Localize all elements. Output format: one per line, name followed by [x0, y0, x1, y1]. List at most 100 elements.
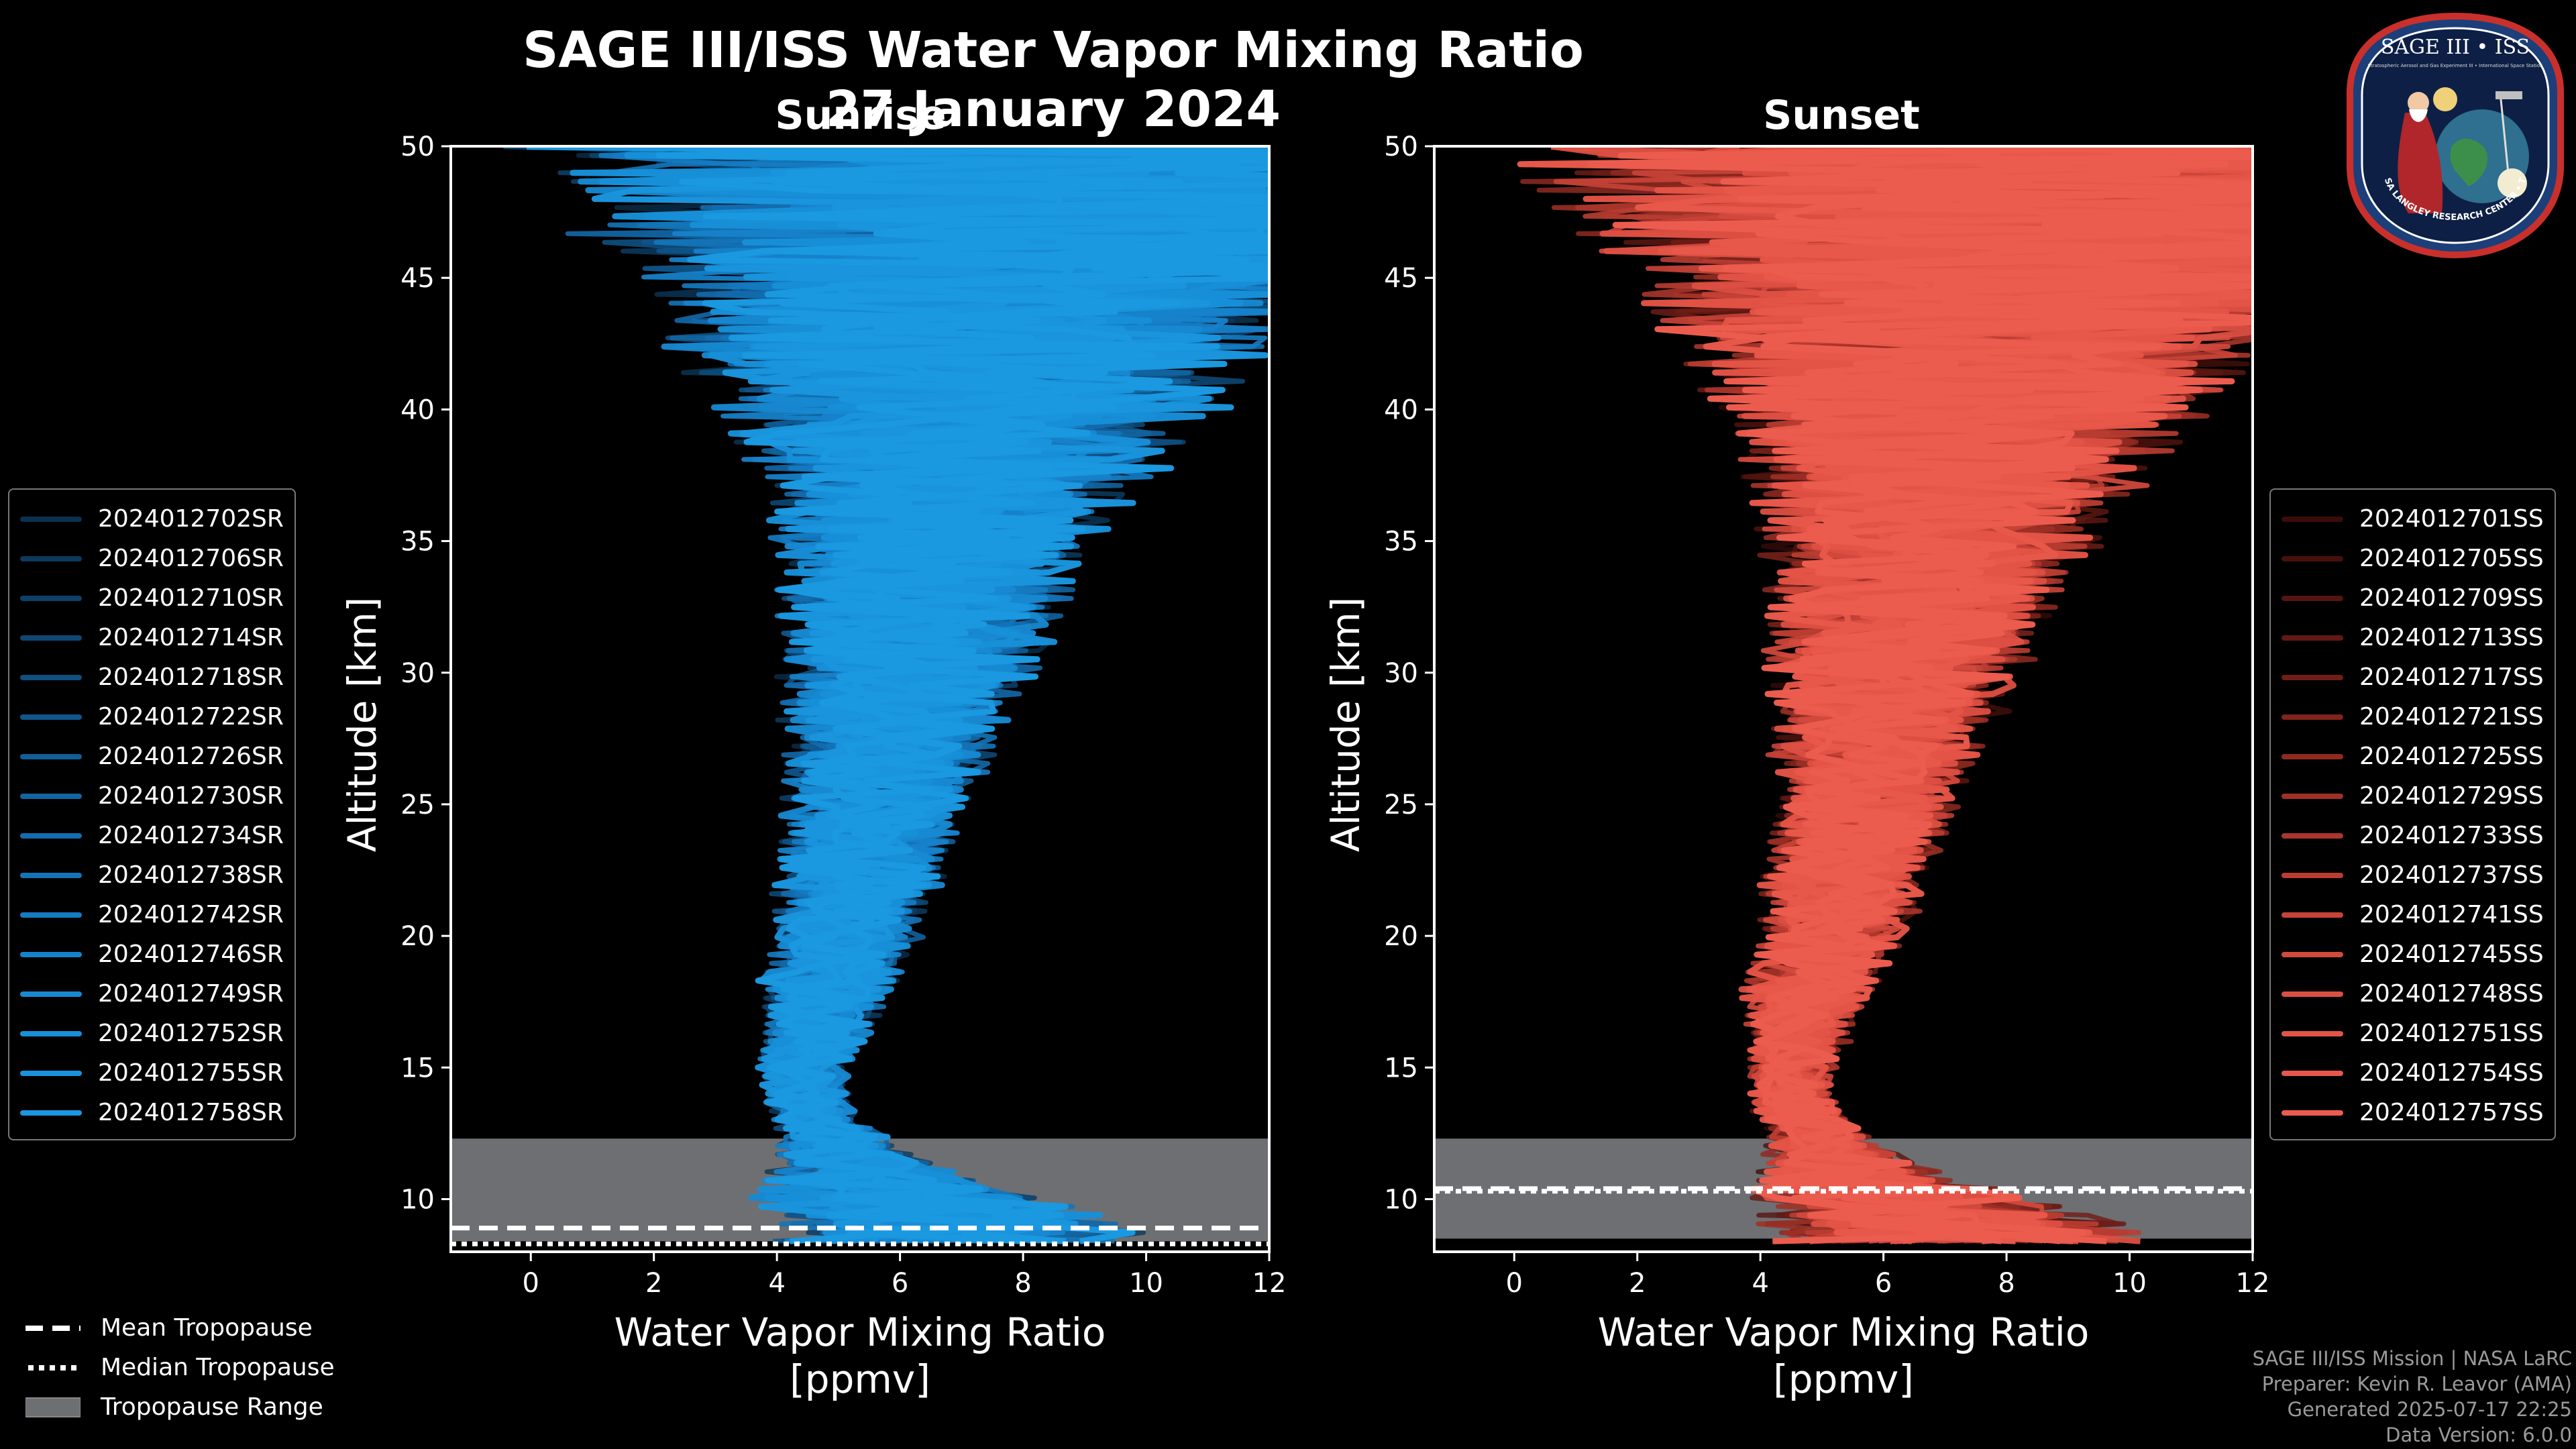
legend-line-swatch: [2282, 714, 2343, 720]
legend-line-swatch: [20, 872, 82, 878]
legend-entry: 2024012709SS: [2282, 578, 2544, 618]
legend-label: 2024012738SR: [98, 861, 284, 889]
legend-entry: 2024012706SR: [20, 539, 284, 578]
legend-entry: 2024012757SS: [2282, 1093, 2544, 1132]
dotted-line-icon: [28, 1364, 80, 1371]
legend-line-swatch: [20, 516, 82, 522]
legend-line-swatch: [20, 753, 82, 759]
x-tick-label: 6: [892, 1268, 908, 1299]
legend-entry: 2024012705SS: [2282, 539, 2544, 578]
legend-line-swatch: [2282, 1070, 2343, 1076]
y-tick-label: 15: [400, 1053, 435, 1083]
y-tick-label: 45: [1384, 263, 1418, 294]
y-axis-label: Altitude [km]: [339, 597, 385, 852]
legend-line-swatch: [20, 555, 82, 561]
legend-line-swatch: [2282, 793, 2343, 799]
range-patch-icon: [25, 1397, 80, 1417]
sage-mission-badge: SAGE III • ISS Stratospheric Aerosol and…: [2345, 12, 2564, 259]
legend-entry: 2024012734SR: [20, 816, 284, 855]
x-tick-label: 8: [1014, 1268, 1031, 1299]
legend-line-swatch: [20, 635, 82, 641]
legend-line-swatch: [20, 793, 82, 799]
legend-label: 2024012752SR: [98, 1020, 284, 1047]
x-tick-label: 12: [1252, 1268, 1287, 1299]
legend-entry: 2024012726SR: [20, 737, 284, 776]
legend-entry: 2024012754SS: [2282, 1053, 2544, 1093]
y-tick-label: 10: [400, 1185, 435, 1216]
legend-entry: 2024012710SR: [20, 578, 284, 618]
badge-subtitle: Stratospheric Aerosol and Gas Experiment…: [2368, 63, 2543, 68]
credits: SAGE III/ISS Mission | NASA LaRC Prepare…: [2253, 1346, 2572, 1448]
legend-line-swatch: [2282, 951, 2343, 957]
legend-label: 2024012714SR: [98, 624, 284, 651]
legend-label: 2024012701SS: [2359, 505, 2544, 533]
panel-title: Sunrise: [775, 92, 946, 139]
legend-entry: 2024012714SR: [20, 618, 284, 657]
legend-entry: 2024012722SR: [20, 697, 284, 737]
plot-frame: [449, 145, 1271, 1253]
profile-line-2024012758SR: [755, 146, 1269, 1244]
profile-line-2024012758SR: [527, 146, 1269, 1244]
y-tick-label: 45: [400, 263, 435, 294]
legend-label: 2024012702SR: [98, 505, 284, 533]
legend-label: 2024012706SR: [98, 545, 284, 572]
x-tick-label: 8: [1998, 1268, 2015, 1299]
legend-entry: 2024012751SS: [2282, 1014, 2544, 1053]
legend-line-swatch: [20, 991, 82, 997]
legend-entry: 2024012742SR: [20, 895, 284, 934]
y-tick-label: 50: [400, 131, 435, 162]
legend-entry: 2024012701SS: [2282, 499, 2544, 539]
legend-range-label: Tropopause Range: [101, 1393, 323, 1421]
legend-line-swatch: [2282, 912, 2343, 918]
legend-label: 2024012749SR: [98, 980, 284, 1008]
sunset-panel: 0 2 4 6 8 10 12 10 15 20 25 30 35 40 45 50 Sunset Water V…: [1323, 92, 2270, 1402]
legend-label: 2024012705SS: [2359, 545, 2544, 572]
credit-generated: Generated 2025-07-17 22:25: [2287, 1398, 2572, 1421]
x-axis-label: Water Vapor Mixing Ratio: [614, 1309, 1106, 1355]
x-tick-label: 4: [1752, 1268, 1768, 1299]
legend-entry: 2024012737SS: [2282, 855, 2544, 895]
legend-label: 2024012741SS: [2359, 901, 2544, 928]
x-tick-label: 0: [1506, 1268, 1523, 1299]
legend-label: 2024012725SS: [2359, 743, 2544, 770]
legend-label: 2024012729SS: [2359, 782, 2544, 810]
credit-version: Data Version: 6.0.0: [2385, 1424, 2572, 1446]
legend-line-swatch: [2282, 674, 2343, 680]
legend-label: 2024012745SS: [2359, 941, 2544, 968]
legend-median-label: Median Tropopause: [101, 1354, 335, 1381]
profile-line-2024012758SR: [655, 146, 1269, 1244]
legend-entry: 2024012717SS: [2282, 657, 2544, 697]
legend-label: 2024012737SS: [2359, 861, 2544, 889]
y-tick-label: 40: [1384, 394, 1418, 425]
y-tick-label: 35: [1384, 527, 1418, 557]
y-tick-label: 15: [1384, 1053, 1418, 1083]
x-tick-label: 12: [2236, 1268, 2270, 1299]
legend-entry: 2024012721SS: [2282, 697, 2544, 737]
legend-line-swatch: [2282, 635, 2343, 641]
legend-line-swatch: [20, 833, 82, 839]
y-tick-label: 20: [400, 921, 435, 952]
legend-entry: 2024012755SR: [20, 1053, 284, 1093]
legend-label: 2024012733SS: [2359, 822, 2544, 849]
legend-label: 2024012755SR: [98, 1059, 284, 1087]
legend-entry: 2024012741SS: [2282, 895, 2544, 934]
x-axis-label: [ppmv]: [1773, 1356, 1914, 1402]
x-axis-label: [ppmv]: [790, 1356, 930, 1402]
sunrise-legend: 2024012702SR 2024012706SR 2024012710SR 2024…: [8, 488, 296, 1140]
y-tick-label: 50: [1384, 131, 1418, 162]
legend-entry: 2024012730SR: [20, 776, 284, 816]
x-tick-label: 10: [2112, 1268, 2147, 1299]
credit-mission: SAGE III/ISS Mission | NASA LaRC: [2252, 1347, 2572, 1370]
legend-label: 2024012722SR: [98, 703, 284, 731]
legend-line-swatch: [2282, 555, 2343, 561]
legend-entry: 2024012738SR: [20, 855, 284, 895]
legend-line-swatch: [2282, 833, 2343, 839]
legend-label: 2024012709SS: [2359, 584, 2544, 612]
profile-line-2024012757SS: [1612, 146, 2253, 1244]
y-tick-label: 35: [400, 527, 435, 557]
legend-line-swatch: [20, 912, 82, 918]
legend-label: 2024012726SR: [98, 743, 284, 770]
legend-label: 2024012754SS: [2359, 1059, 2544, 1087]
y-axis-label: Altitude [km]: [1323, 597, 1368, 852]
legend-label: 2024012751SS: [2359, 1020, 2544, 1047]
